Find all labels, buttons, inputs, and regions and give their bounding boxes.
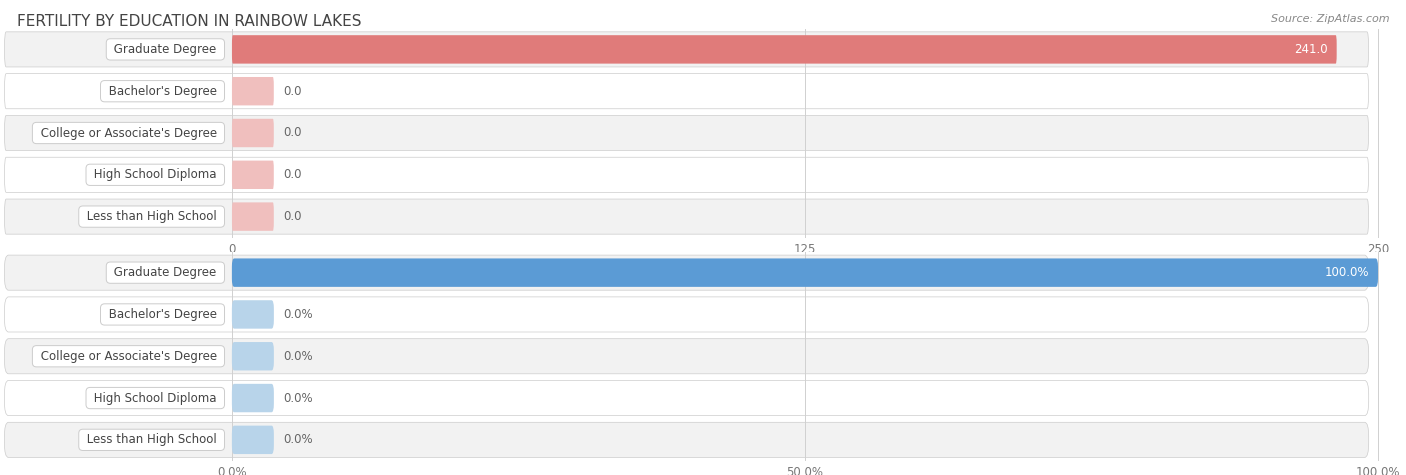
- FancyBboxPatch shape: [4, 422, 1368, 457]
- FancyBboxPatch shape: [232, 300, 274, 329]
- FancyBboxPatch shape: [232, 258, 1378, 287]
- Text: College or Associate's Degree: College or Associate's Degree: [37, 126, 221, 140]
- Text: 0.0: 0.0: [283, 168, 301, 181]
- Text: 0.0: 0.0: [283, 126, 301, 140]
- FancyBboxPatch shape: [232, 161, 274, 189]
- FancyBboxPatch shape: [4, 297, 1368, 332]
- FancyBboxPatch shape: [4, 255, 1368, 290]
- FancyBboxPatch shape: [232, 342, 274, 370]
- FancyBboxPatch shape: [232, 119, 274, 147]
- Text: College or Associate's Degree: College or Associate's Degree: [37, 350, 221, 363]
- Text: Source: ZipAtlas.com: Source: ZipAtlas.com: [1271, 14, 1389, 24]
- FancyBboxPatch shape: [4, 199, 1368, 234]
- Text: 0.0%: 0.0%: [283, 308, 312, 321]
- Text: Graduate Degree: Graduate Degree: [111, 43, 221, 56]
- FancyBboxPatch shape: [232, 384, 274, 412]
- Text: High School Diploma: High School Diploma: [90, 168, 221, 181]
- Text: 0.0%: 0.0%: [283, 350, 312, 363]
- Text: 0.0: 0.0: [283, 85, 301, 98]
- Text: Graduate Degree: Graduate Degree: [111, 266, 221, 279]
- FancyBboxPatch shape: [232, 202, 274, 231]
- Text: Bachelor's Degree: Bachelor's Degree: [104, 308, 221, 321]
- FancyBboxPatch shape: [232, 77, 274, 105]
- Text: 100.0%: 100.0%: [1324, 266, 1368, 279]
- FancyBboxPatch shape: [4, 74, 1368, 109]
- FancyBboxPatch shape: [4, 380, 1368, 416]
- Text: 0.0%: 0.0%: [283, 433, 312, 446]
- FancyBboxPatch shape: [4, 32, 1368, 67]
- Text: FERTILITY BY EDUCATION IN RAINBOW LAKES: FERTILITY BY EDUCATION IN RAINBOW LAKES: [17, 14, 361, 29]
- Text: 0.0: 0.0: [283, 210, 301, 223]
- FancyBboxPatch shape: [232, 35, 1337, 64]
- FancyBboxPatch shape: [4, 339, 1368, 374]
- Text: Less than High School: Less than High School: [83, 210, 221, 223]
- Text: Bachelor's Degree: Bachelor's Degree: [104, 85, 221, 98]
- Text: Less than High School: Less than High School: [83, 433, 221, 446]
- Text: High School Diploma: High School Diploma: [90, 391, 221, 405]
- Text: 0.0%: 0.0%: [283, 391, 312, 405]
- FancyBboxPatch shape: [4, 115, 1368, 151]
- FancyBboxPatch shape: [4, 157, 1368, 192]
- Text: 241.0: 241.0: [1294, 43, 1327, 56]
- FancyBboxPatch shape: [232, 426, 274, 454]
